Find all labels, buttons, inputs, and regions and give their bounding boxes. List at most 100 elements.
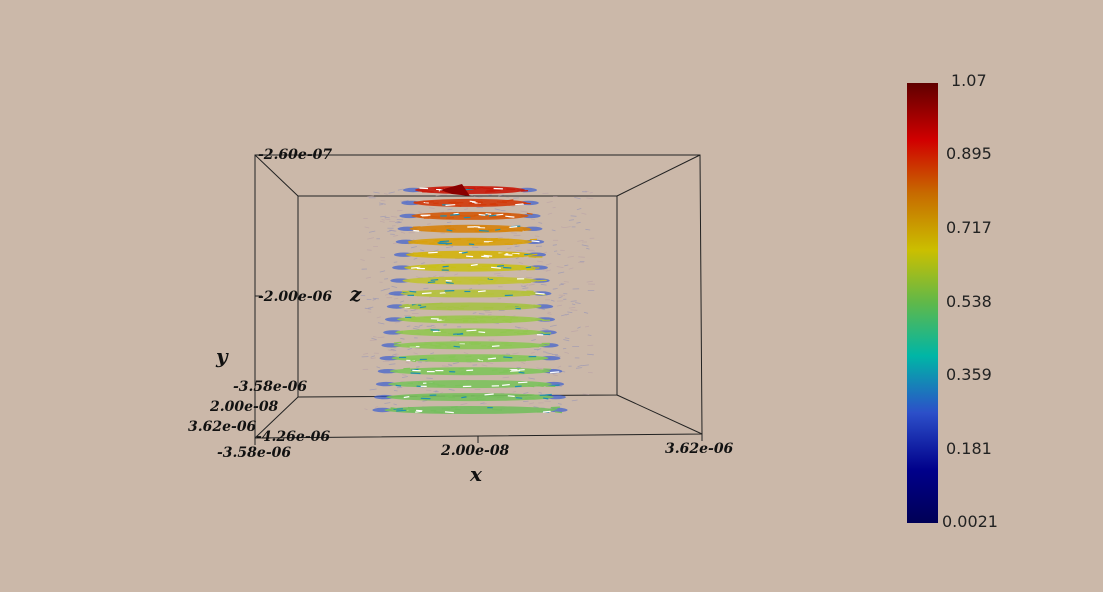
glyph-arrow [439,240,450,243]
faint-glyph [460,403,468,406]
faint-glyph [401,376,408,378]
faint-glyph [563,339,570,342]
glyph-arrow [509,226,518,228]
faint-glyph [452,362,459,365]
glyph-arrow [542,410,551,413]
glyph-arrow [523,202,531,205]
faint-glyph [568,306,576,309]
faint-glyph [367,237,374,240]
faint-glyph [545,263,552,266]
glyph-arrow [519,358,526,361]
faint-glyph [564,337,570,339]
colorbar-label-6: 0.181 [946,439,992,458]
glyph-arrow [490,237,498,240]
glyph-arrow [446,229,453,232]
faint-glyph [472,312,477,314]
faint-glyph [367,195,374,198]
glyph-arrow [515,397,523,399]
faint-glyph [448,363,452,366]
faint-glyph [567,311,573,314]
faint-glyph [568,267,574,270]
faint-glyph [369,388,377,391]
glyph-arrow [510,370,520,372]
glyph-arrow [503,266,512,269]
glyph-arrow [503,356,513,359]
glyph-arrow [505,215,515,218]
glyph-arrow [435,372,445,375]
faint-glyph [372,297,380,300]
faint-glyph [524,328,529,330]
faint-glyph [546,352,553,355]
faint-glyph [379,202,386,205]
glyph-arrow [433,302,443,305]
faint-glyph [498,236,503,238]
glyph-arrow [475,396,483,399]
glyph-arrow [478,252,489,255]
z-tick-mid: -2.00e-06 [258,289,332,305]
glyph-arrow [433,411,444,414]
faint-glyph [564,264,569,267]
glyph-arrow [548,408,558,410]
glyph-arrow [492,318,498,320]
glyph-layer [413,198,527,207]
glyph-arrow [410,318,421,321]
faint-glyph [383,193,388,195]
glyph-arrow [522,294,530,297]
faint-glyph [552,374,558,377]
faint-glyph [536,367,543,370]
faint-glyph [557,271,565,274]
glyph-arrow [481,265,491,268]
glyph-arrow [533,304,542,307]
glyph-layer [395,328,545,337]
glyph-arrow [481,255,489,258]
faint-glyph [521,361,526,365]
glyph-arrow [522,268,533,270]
glyph-arrow [427,281,436,284]
vector-glyph-cloud [360,184,595,414]
faint-glyph [440,260,445,263]
y-axis-title: y [215,344,229,368]
glyph-arrow [410,372,421,375]
glyph-arrow [477,359,484,362]
faint-glyph [432,275,437,278]
glyph-arrow [543,344,550,347]
glyph-arrow [479,358,486,361]
faint-glyph [481,364,488,367]
colorbar-label-5: 0.359 [946,365,992,384]
glyph-arrow [489,343,496,346]
glyph-arrow [491,345,500,347]
glyph-arrow [474,342,482,345]
faint-glyph [418,211,422,213]
z-tick-bottom: -4.26e-06 [256,429,330,445]
faint-glyph [570,215,577,217]
faint-glyph [375,406,379,408]
faint-glyph [516,249,523,252]
faint-glyph [540,283,547,286]
glyph-arrow [451,204,462,207]
glyph-arrow [491,266,501,269]
faint-glyph [393,390,398,392]
glyph-arrow [430,344,441,347]
glyph-arrow [439,292,447,294]
glyph-layer [404,263,536,272]
glyph-arrow [518,371,525,374]
faint-glyph [380,200,386,202]
glyph-arrow [478,332,487,335]
glyph-arrow [496,201,507,204]
glyph-arrow [531,345,539,348]
faint-glyph [557,365,562,368]
glyph-arrow [482,187,492,190]
glyph-arrow [479,395,488,398]
glyph-arrow [522,330,529,333]
faint-glyph [587,353,594,356]
edge-br [616,394,703,435]
glyph-arrow [452,281,462,283]
glyph-arrow [475,242,482,245]
glyph-arrow [496,396,505,399]
faint-glyph [431,326,437,329]
faint-glyph [575,367,583,369]
faint-glyph [538,222,543,224]
glyph-arrow [487,278,494,281]
